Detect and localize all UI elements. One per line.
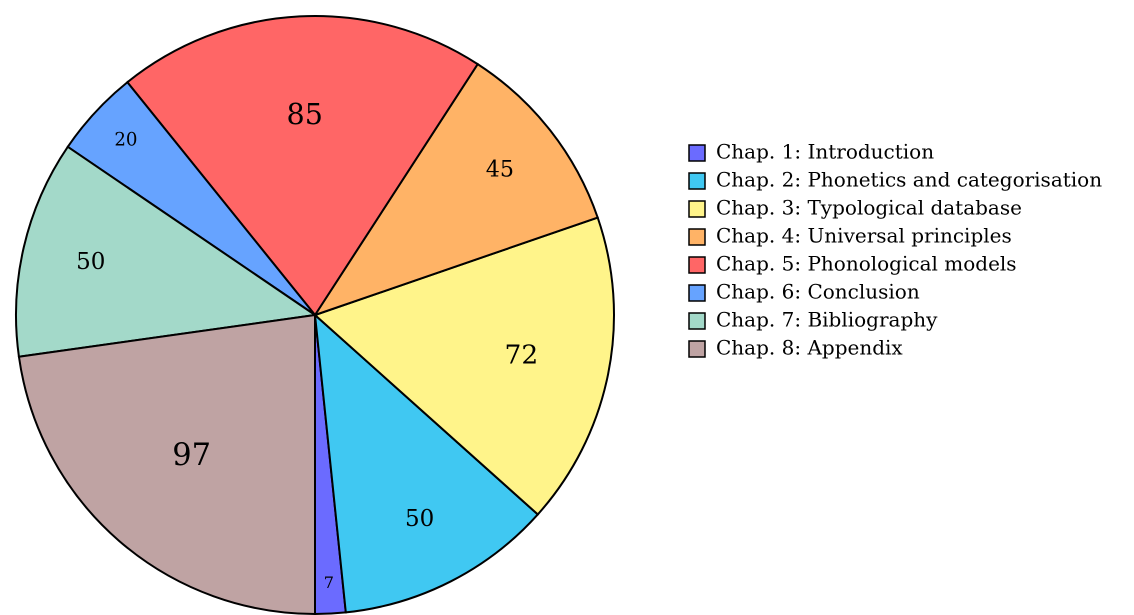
pie-slice: [312, 62, 599, 317]
legend-label: Chap. 7: Bibliography: [716, 308, 938, 332]
legend-label: Chap. 8: Appendix: [716, 336, 903, 360]
legend-swatch: [688, 312, 706, 330]
legend-swatch: [688, 340, 706, 358]
pie-slice: [313, 216, 615, 516]
pie-slice: [313, 312, 540, 614]
legend-label: Chap. 6: Conclusion: [716, 280, 920, 304]
slice-label: 72: [504, 340, 538, 371]
legend-swatch: [688, 172, 706, 190]
slice-label: 97: [172, 438, 211, 473]
slice-label: 50: [76, 249, 105, 275]
pie-slice: [17, 313, 316, 615]
legend-label: Chap. 3: Typological database: [716, 196, 1022, 220]
slice-label: 85: [287, 97, 323, 131]
slice-label: 50: [405, 506, 434, 532]
legend-label: Chap. 1: Introduction: [716, 140, 934, 164]
slice-label: 45: [486, 156, 514, 182]
legend-label: Chap. 4: Universal principles: [716, 224, 1012, 248]
legend-swatch: [688, 284, 706, 302]
legend-swatch: [688, 200, 706, 218]
slice-label: 7: [324, 573, 334, 592]
legend-swatch: [688, 144, 706, 162]
slice-label: 20: [114, 130, 137, 151]
pie-slice: [15, 145, 318, 358]
legend-label: Chap. 2: Phonetics and categorisation: [716, 168, 1102, 192]
legend-swatch: [688, 228, 706, 246]
legend-label: Chap. 5: Phonological models: [716, 252, 1017, 276]
legend-swatch: [688, 256, 706, 274]
pie-slice: [125, 15, 480, 317]
